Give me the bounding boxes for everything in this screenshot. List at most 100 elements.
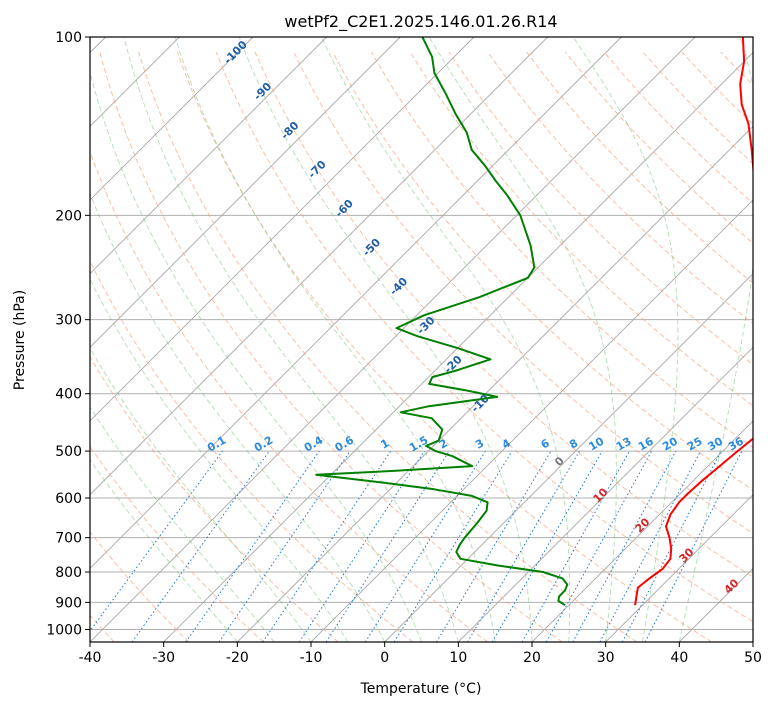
dry-adiabat-label: -70 [306,158,329,181]
dry-adiabat-line [176,51,712,642]
dry-adiabat-label: -40 [387,275,410,298]
y-tick-label: 900 [55,595,82,611]
dry-adiabat-line [759,52,775,642]
y-axis-label: Pressure (hPa) [12,290,28,390]
x-axis-label: Temperature (°C) [360,681,482,697]
isotherm-line [90,37,622,569]
mixing-ratio-line [90,450,223,632]
moist-adiabat-line [90,278,349,642]
dry-adiabat-line [642,51,753,165]
x-tick-label: -20 [226,650,249,666]
y-tick-label: 600 [55,491,82,507]
dry-adiabat-line [90,259,414,642]
mixing-ratio-line [325,450,450,642]
mixing-ratio-line [218,450,351,642]
isotherm-line [90,37,548,496]
y-tick-label: 200 [55,208,82,224]
moist-adiabat-line [572,37,679,642]
dry-adiabat-label: -60 [333,197,356,220]
x-tick-label: 50 [744,650,762,666]
isotherm-line [90,37,254,201]
mixing-ratio-line [131,450,270,642]
isotherm-line [458,346,753,642]
mixing-ratio-line [545,450,653,642]
moist-adiabat-line [90,347,312,642]
dry-adiabat-line [370,51,753,449]
y-tick-label: 700 [55,531,82,547]
grid-layer [90,37,775,642]
y-tick-label: 1000 [46,622,82,638]
moist-adiabat-line [678,37,753,642]
x-tick-label: 10 [449,650,467,666]
x-tick-label: -10 [300,650,323,666]
mixing-ratio-line [185,450,320,642]
mixing-ratio-line [435,450,552,642]
dry-adiabat-line [90,150,488,642]
moist-adiabat-label: 30 [677,545,697,565]
y-tick-label: 500 [55,444,82,460]
dewpoint-profile [315,37,569,607]
dry-adiabat-line [409,51,753,407]
isotherm-line [752,641,753,642]
isotherm-line [90,37,327,275]
plot-frame [89,36,754,643]
isotherm-line [384,273,753,642]
dry-adiabat-line [215,51,753,623]
mixing-ratio-line [644,450,743,642]
moist-adiabat-line [238,37,533,642]
isotherm-line [163,52,753,642]
x-tick-label: 40 [670,650,688,666]
dry-adiabat-line [90,356,339,642]
y-ticks: 100 200 300 400 500 600 700 800 900 1000 [46,30,90,638]
moist-adiabat-line [123,37,459,642]
chart-title: wetPf2_C2E1.2025.146.01.26.R14 [284,12,557,32]
series-layer: 0.1 0.2 0.4 0.6 1 1.5 2 3 4 6 8 10 13 16 20 25 30 36-100-… [205,37,753,607]
moist-adiabat-line [90,70,422,642]
dry-adiabat-line [487,51,753,325]
y-tick-label: 400 [55,387,82,403]
dry-adiabat-line [526,51,753,284]
x-tick-label: 0 [380,650,389,666]
x-tick-label: 30 [597,650,615,666]
dry-adiabat-line [90,531,190,642]
dry-adiabat-line [448,51,753,366]
mixing-ratio-line [467,450,580,642]
isotherm-line [90,37,696,642]
x-tick-label: 20 [523,650,541,666]
mixing-ratio-label: 4 [500,436,513,451]
dry-adiabat-line [254,51,753,578]
moist-adiabat-label: 10 [591,485,611,505]
mixing-ratio-line [521,450,630,642]
moist-adiabat-line [174,37,496,642]
mixing-ratio-label: 1 [378,437,391,452]
temperature-profile [634,37,753,606]
y-tick-label: 300 [55,313,82,329]
mixing-ratio-line [572,450,677,642]
isotherm-line [531,420,753,642]
isotherm-line [605,494,753,642]
moist-adiabat-line [90,406,275,642]
isotherm-line [310,199,753,642]
dry-adiabat-label: -100 [221,38,250,67]
dry-adiabat-label: -90 [251,80,274,103]
mixing-ratio-line [393,450,513,642]
moist-adiabat-line [428,37,617,642]
moist-adiabat-label: 20 [633,515,653,535]
isotherm-line [679,567,753,642]
dry-adiabat-line [293,51,753,534]
mixing-ratio-label: 6 [539,436,552,451]
moist-adiabat-line [90,192,386,642]
dry-adiabat-line [138,51,638,642]
moist-adiabat-label: 40 [722,576,742,596]
mixing-ratio-line [364,450,486,642]
dry-adiabat-line [99,51,563,642]
moist-adiabat-line [90,459,238,642]
x-tick-label: -30 [152,650,175,666]
mixing-ratio-line [491,450,603,642]
mixing-ratio-label: 3 [473,437,486,452]
x-tick-label: -40 [79,650,102,666]
isotherm-line [90,37,475,422]
x-ticks: -40 -30 -20 -10 0 10 20 30 40 50 [79,642,762,666]
